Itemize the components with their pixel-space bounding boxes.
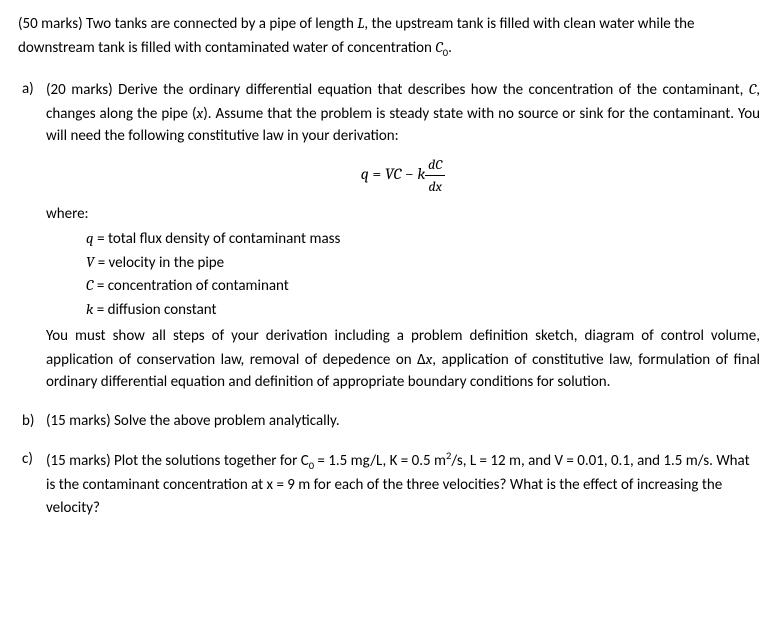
- part-b-marks: (15 marks): [46, 412, 111, 430]
- part-a-body: (20 marks) Derive the ordinary different…: [46, 78, 760, 148]
- def-C: C = concentration of contaminant: [86, 274, 760, 298]
- variable-definitions: q = total flux density of contaminant ma…: [46, 227, 760, 321]
- part-a-continuation: You must show all steps of your derivati…: [46, 325, 760, 394]
- def-V: V = velocity in the pipe: [86, 251, 760, 275]
- def-k-text: = diffusion constant: [93, 301, 216, 319]
- eq-num: dC: [425, 154, 445, 176]
- total-marks: (50 marks): [18, 15, 83, 33]
- def-q-text: = total flux density of contaminant mass: [94, 230, 341, 248]
- part-c-text-2: = 1.5 mg/L, K = 0.5 m: [314, 452, 446, 470]
- part-b-text: Solve the above problem analytically.: [111, 412, 340, 430]
- part-c-label: c): [22, 448, 33, 471]
- def-V-text: = velocity in the pipe: [94, 254, 224, 272]
- part-c-body: (15 marks) Plot the solutions together f…: [46, 448, 760, 519]
- eq-fraction: dCdx: [425, 154, 445, 197]
- eq-den: dx: [425, 176, 445, 197]
- def-k: k = diffusion constant: [86, 298, 760, 322]
- eq-VC: VC: [385, 165, 402, 183]
- part-b-label: b): [22, 410, 34, 433]
- part-c-marks: (15 marks): [46, 452, 111, 470]
- part-c-text-1: Plot the solutions together for C: [111, 452, 309, 470]
- eq-minus: −: [401, 165, 417, 183]
- part-a-text-1: Derive the ordinary differential equatio…: [113, 81, 749, 99]
- eq-equals: =: [369, 165, 385, 183]
- part-b: b) (15 marks) Solve the above problem an…: [18, 410, 760, 433]
- eq-k: k: [417, 165, 425, 183]
- def-q: q = total flux density of contaminant ma…: [86, 227, 760, 251]
- part-b-body: (15 marks) Solve the above problem analy…: [46, 410, 760, 433]
- intro-text-1: Two tanks are connected by a pipe of len…: [83, 15, 358, 33]
- part-c: c) (15 marks) Plot the solutions togethe…: [18, 448, 760, 519]
- eq-q: q: [361, 165, 369, 183]
- constitutive-equation: q = VC − kdCdx: [46, 154, 760, 197]
- where-label: where:: [46, 203, 760, 226]
- part-a-label: a): [22, 78, 34, 101]
- part-a: a) (20 marks) Derive the ordinary differ…: [18, 78, 760, 394]
- def-q-var: q: [86, 229, 94, 247]
- var-C0-c: C: [435, 38, 442, 56]
- part-a-marks: (20 marks): [46, 81, 113, 99]
- problem-intro: (50 marks) Two tanks are connected by a …: [18, 12, 760, 60]
- def-C-text: = concentration of contaminant: [93, 277, 288, 295]
- intro-text-3: .: [448, 39, 452, 57]
